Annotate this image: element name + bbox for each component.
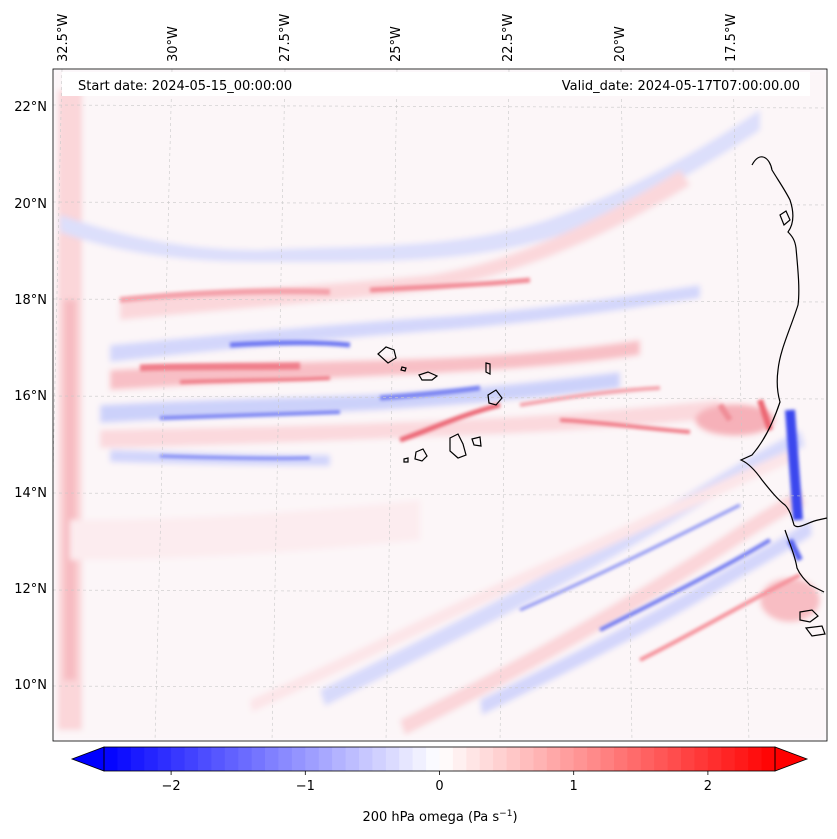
coastline xyxy=(377,156,827,637)
colorbar-cell xyxy=(694,747,709,771)
colorbar-cell xyxy=(117,747,132,771)
colorbar-cell xyxy=(573,747,588,771)
longitude-labels: 32.5°W 30°W 27.5°W 25°W 22.5°W 20°W 17.5… xyxy=(56,14,739,62)
colorbar-cell xyxy=(278,747,293,771)
map-gridlines xyxy=(53,69,827,741)
colorbar-label: 200 hPa omega (Pa s−1) xyxy=(362,809,517,825)
colorbar-cell xyxy=(654,747,669,771)
colorbar-ticks: −2 −1 0 1 2 xyxy=(162,771,712,794)
colorbar-cell xyxy=(104,747,119,771)
colorbar-cell xyxy=(385,747,400,771)
colorbar-cell xyxy=(439,747,454,771)
header-strip xyxy=(62,72,810,96)
colorbar-cell xyxy=(171,747,186,771)
lon-label: 22.5°W xyxy=(501,14,516,62)
colorbar-cell xyxy=(238,747,253,771)
lat-label: 10°N xyxy=(14,678,47,693)
colorbar-cell xyxy=(211,747,226,771)
lon-label: 17.5°W xyxy=(724,14,739,62)
colorbar-cell xyxy=(452,747,467,771)
colorbar-cell xyxy=(265,747,280,771)
colorbar-cell xyxy=(546,747,561,771)
colorbar-cell xyxy=(479,747,494,771)
colorbar-cell xyxy=(291,747,306,771)
colorbar-cell xyxy=(130,747,145,771)
colorbar-cell xyxy=(197,747,212,771)
lat-label: 18°N xyxy=(14,293,47,308)
colorbar-cell xyxy=(224,747,239,771)
colorbar-cell xyxy=(613,747,628,771)
start-date-label: Start date: 2024-05-15_00:00:00 xyxy=(78,79,292,94)
colorbar-cell xyxy=(627,747,642,771)
colorbar-cell xyxy=(587,747,602,771)
map-panel: Start date: 2024-05-15_00:00:00 Valid_da… xyxy=(52,68,828,742)
colorbar-tick-label: 1 xyxy=(570,779,578,794)
colorbar-cell xyxy=(560,747,575,771)
colorbar-cell xyxy=(399,747,414,771)
colorbar-cell xyxy=(251,747,266,771)
colorbar-cell xyxy=(493,747,508,771)
colorbar-cell xyxy=(667,747,682,771)
colorbar-cell xyxy=(721,747,736,771)
colorbar-cell xyxy=(144,747,159,771)
lon-label: 32.5°W xyxy=(56,14,71,62)
colorbar-cell xyxy=(707,747,722,771)
colorbar-cells xyxy=(104,747,776,771)
colorbar-cell xyxy=(184,747,199,771)
lon-label: 30°W xyxy=(166,26,181,62)
lat-label: 20°N xyxy=(14,197,47,212)
colorbar-cell xyxy=(157,747,172,771)
colorbar-cell xyxy=(734,747,749,771)
colorbar-tick-label: 0 xyxy=(435,779,443,794)
colorbar-cell xyxy=(305,747,320,771)
lon-label: 20°W xyxy=(613,26,628,62)
colorbar-cell xyxy=(358,747,373,771)
island-santo-antao xyxy=(377,346,397,364)
colorbar-tick-label: 2 xyxy=(704,779,712,794)
colorbar-cell xyxy=(600,747,615,771)
lon-label: 25°W xyxy=(389,26,404,62)
colorbar-cell xyxy=(466,747,481,771)
colorbar-cell xyxy=(761,747,776,771)
colorbar-cell xyxy=(372,747,387,771)
map-frame xyxy=(52,68,828,742)
colorbar-extend-max xyxy=(774,746,809,772)
colorbar-cell xyxy=(332,747,347,771)
colorbar: −2 −1 0 1 2 200 hPa omega (Pa s−1) xyxy=(70,746,809,825)
colorbar-cell xyxy=(426,747,441,771)
lon-label: 27.5°W xyxy=(278,14,293,62)
lat-label: 12°N xyxy=(14,582,47,597)
lat-label: 22°N xyxy=(14,100,47,115)
omega-field: Start date: 2024-05-15_00:00:00 Valid_da… xyxy=(53,69,827,741)
colorbar-cell xyxy=(506,747,521,771)
colorbar-cell xyxy=(681,747,696,771)
colorbar-extend-min xyxy=(70,746,105,772)
colorbar-cell xyxy=(533,747,548,771)
colorbar-cell xyxy=(318,747,333,771)
colorbar-cell xyxy=(640,747,655,771)
latitude-labels: 22°N 20°N 18°N 16°N 14°N 12°N 10°N xyxy=(14,100,47,693)
colorbar-tick-label: −1 xyxy=(296,779,315,794)
colorbar-cell xyxy=(345,747,360,771)
colorbar-cell xyxy=(748,747,763,771)
lat-label: 14°N xyxy=(14,486,47,501)
colorbar-tick-label: −2 xyxy=(162,779,181,794)
valid-date-label: Valid_date: 2024-05-17T07:00:00.00 xyxy=(562,79,800,94)
colorbar-cell xyxy=(520,747,535,771)
colorbar-cell xyxy=(412,747,427,771)
lat-label: 16°N xyxy=(14,389,47,404)
